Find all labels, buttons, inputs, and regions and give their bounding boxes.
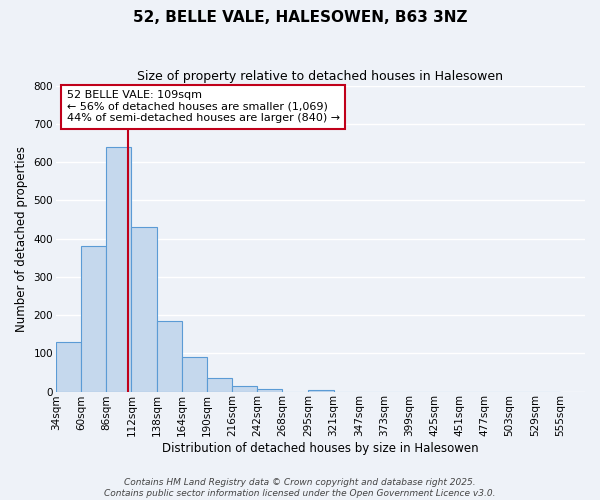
Title: Size of property relative to detached houses in Halesowen: Size of property relative to detached ho…: [137, 70, 503, 83]
Y-axis label: Number of detached properties: Number of detached properties: [15, 146, 28, 332]
Text: 52, BELLE VALE, HALESOWEN, B63 3NZ: 52, BELLE VALE, HALESOWEN, B63 3NZ: [133, 10, 467, 25]
Bar: [207, 378, 232, 392]
Bar: [56, 342, 81, 392]
Bar: [257, 389, 282, 392]
Bar: [81, 246, 106, 392]
Bar: [157, 321, 182, 392]
Bar: [131, 227, 157, 392]
Bar: [106, 147, 131, 392]
Text: Contains HM Land Registry data © Crown copyright and database right 2025.
Contai: Contains HM Land Registry data © Crown c…: [104, 478, 496, 498]
Bar: [232, 386, 257, 392]
Bar: [182, 357, 207, 392]
Bar: [308, 390, 334, 392]
Text: 52 BELLE VALE: 109sqm
← 56% of detached houses are smaller (1,069)
44% of semi-d: 52 BELLE VALE: 109sqm ← 56% of detached …: [67, 90, 340, 124]
X-axis label: Distribution of detached houses by size in Halesowen: Distribution of detached houses by size …: [162, 442, 479, 455]
